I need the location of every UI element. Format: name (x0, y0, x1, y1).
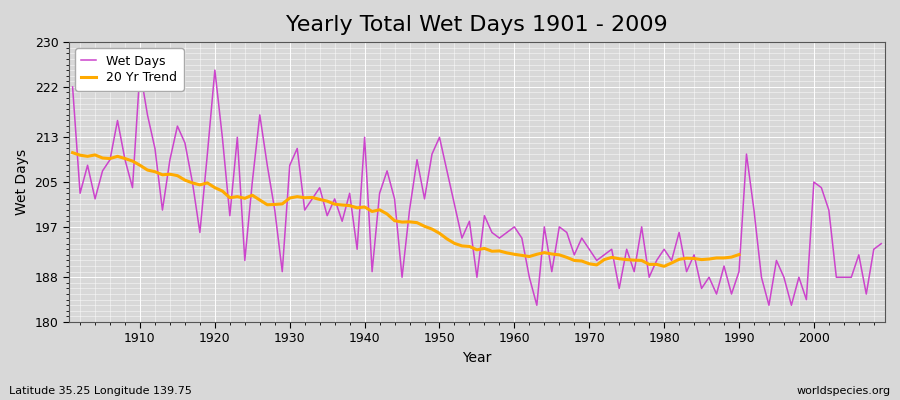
20 Yr Trend (68, 150, 78, 155)
Wet Days (300, 208, 310, 212)
Wet Days (509, 224, 520, 229)
Y-axis label: Wet Days: Wet Days (15, 149, 29, 215)
Wet Days (127, 185, 138, 190)
20 Yr Trend (636, 258, 647, 263)
20 Yr Trend (734, 252, 744, 257)
Wet Days (68, 84, 78, 89)
Line: 20 Yr Trend: 20 Yr Trend (73, 153, 739, 266)
Text: Latitude 35.25 Longitude 139.75: Latitude 35.25 Longitude 139.75 (9, 386, 192, 396)
20 Yr Trend (711, 256, 722, 260)
Title: Yearly Total Wet Days 1901 - 2009: Yearly Total Wet Days 1901 - 2009 (286, 15, 668, 35)
Wet Days (614, 286, 625, 291)
20 Yr Trend (157, 172, 167, 177)
Legend: Wet Days, 20 Yr Trend: Wet Days, 20 Yr Trend (75, 48, 184, 91)
20 Yr Trend (531, 252, 542, 257)
Wet Days (517, 236, 527, 240)
X-axis label: Year: Year (463, 351, 491, 365)
Wet Days (531, 303, 542, 308)
20 Yr Trend (621, 257, 632, 262)
Text: worldspecies.org: worldspecies.org (796, 386, 891, 396)
Wet Days (135, 68, 146, 72)
Wet Days (876, 241, 886, 246)
20 Yr Trend (269, 202, 280, 207)
Line: Wet Days: Wet Days (73, 70, 881, 305)
20 Yr Trend (659, 264, 670, 269)
Wet Days (344, 191, 355, 196)
